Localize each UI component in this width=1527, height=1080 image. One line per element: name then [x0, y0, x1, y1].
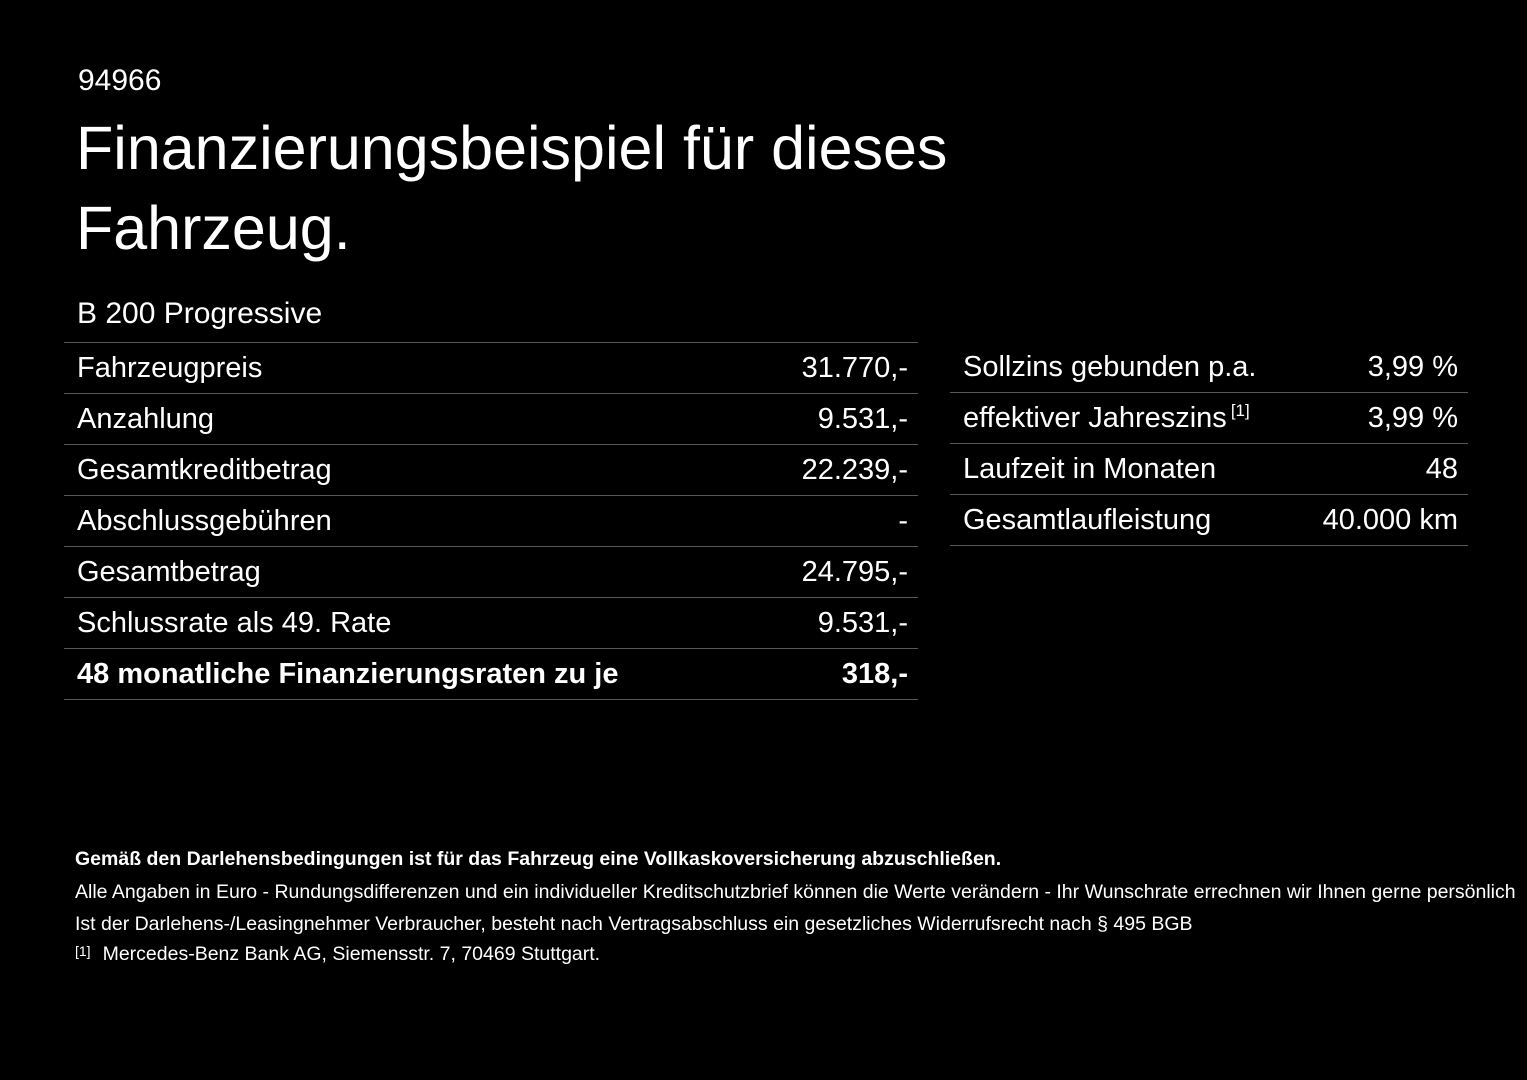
footnote: [1] Mercedes-Benz Bank AG, Siemensstr. 7,…: [75, 943, 600, 966]
row-value: 3,99 %: [1367, 401, 1458, 434]
footnote-text: Mercedes-Benz Bank AG, Siemensstr. 7, 70…: [102, 943, 601, 965]
row-label: Gesamtkreditbetrag: [77, 453, 332, 486]
row-label: 48 monatliche Finanzierungsraten zu je: [77, 657, 619, 690]
table-row: Laufzeit in Monaten 48: [950, 444, 1468, 495]
row-value: 31.770,-: [801, 351, 908, 384]
disclaimer-values: Alle Angaben in Euro - Rundungsdifferenz…: [75, 881, 1516, 903]
row-value: 48: [1425, 452, 1458, 485]
table-row: Gesamtlaufleistung 40.000 km: [950, 495, 1468, 546]
listing-id: 94966: [78, 64, 162, 97]
page-title: Finanzierungsbeispiel für dieses Fahrzeu…: [76, 114, 948, 262]
row-label: Schlussrate als 49. Rate: [77, 606, 392, 639]
row-value: 40.000 km: [1322, 503, 1458, 536]
insurance-note: Gemäß den Darlehensbedingungen ist für d…: [75, 848, 1002, 870]
table-row: Abschlussgebühren -: [64, 496, 918, 547]
table-row: effektiver Jahreszins [1] 3,99 %: [950, 393, 1468, 444]
vehicle-model-name: B 200 Progressive: [77, 297, 323, 330]
row-value: 24.795,-: [801, 555, 908, 588]
row-value: 9.531,-: [817, 606, 908, 639]
table-row: Gesamtbetrag 24.795,-: [64, 547, 918, 598]
financing-costs-table: Fahrzeugpreis 31.770,- Anzahlung 9.531,-…: [64, 342, 918, 700]
footnote-reference: [1]: [1230, 400, 1250, 420]
row-label: Sollzins gebunden p.a.: [963, 350, 1257, 383]
row-value: 318,-: [841, 657, 908, 690]
row-label: Anzahlung: [77, 402, 215, 435]
row-label: Abschlussgebühren: [77, 504, 332, 537]
table-row: Fahrzeugpreis 31.770,-: [64, 343, 918, 394]
row-label: Gesamtlaufleistung: [963, 503, 1212, 536]
footnote-marker: [1]: [75, 943, 91, 959]
table-row: Sollzins gebunden p.a. 3,99 %: [950, 342, 1468, 393]
table-row-monthly-rate: 48 monatliche Finanzierungsraten zu je 3…: [64, 649, 918, 700]
financing-conditions-table: Sollzins gebunden p.a. 3,99 % effektiver…: [950, 342, 1468, 546]
table-row: Anzahlung 9.531,-: [64, 394, 918, 445]
row-value: -: [898, 504, 908, 537]
row-value: 3,99 %: [1367, 350, 1458, 383]
row-label: Gesamtbetrag: [77, 555, 261, 588]
row-label: effektiver Jahreszins [1]: [963, 400, 1250, 434]
row-value: 9.531,-: [817, 402, 908, 435]
table-row: Schlussrate als 49. Rate 9.531,-: [64, 598, 918, 649]
table-row: Gesamtkreditbetrag 22.239,-: [64, 445, 918, 496]
row-label: Fahrzeugpreis: [77, 351, 263, 384]
row-value: 22.239,-: [801, 453, 908, 486]
row-label: Laufzeit in Monaten: [963, 452, 1217, 485]
disclaimer-withdrawal-right: Ist der Darlehens-/Leasingnehmer Verbrau…: [75, 913, 1193, 935]
